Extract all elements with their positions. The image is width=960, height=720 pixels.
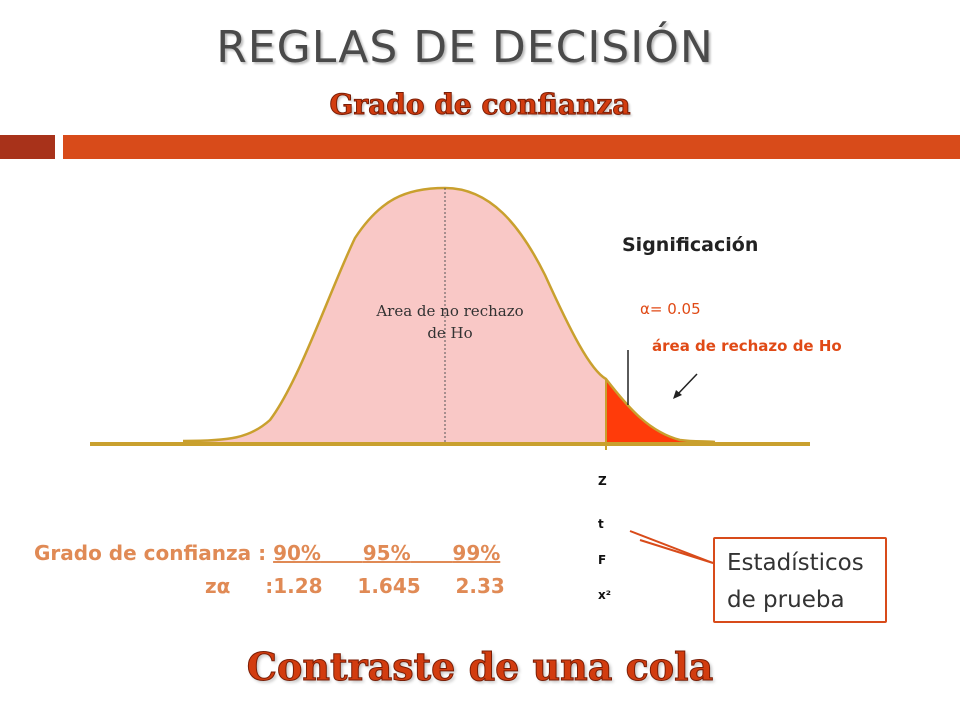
rejection-arrow [675,373,698,397]
slide-title: REGLAS DE DECISIÓN [216,22,714,73]
significance-label: Significación [622,234,759,256]
rejection-arrow-head [673,390,682,399]
normal-curve [182,186,716,444]
z-values-row: zα :1.28 1.645 2.33 [205,574,505,598]
confidence-level-90: 90% [273,541,321,565]
non-rejection-region [183,188,606,442]
non-rejection-label: Area de no rechazo de Ho [376,302,524,342]
z-alpha-label: zα [205,574,231,598]
callout-pointer-2 [639,539,714,564]
stat-t: t [598,517,604,531]
z-value-99: 2.33 [455,574,505,598]
stat-z: Z [598,474,607,488]
footer-title: Contraste de una cola [246,644,714,690]
confidence-levels-row: Grado de confianza : 90% 95% 99% [34,541,500,565]
header-band-accent [0,135,55,159]
slide-subtitle: Grado de confianza [329,88,631,122]
z-value-95: 1.645 [357,574,421,598]
callout-line-1: Estadísticos [727,550,864,576]
z-value-90: 1.28 [273,574,323,598]
stat-f: F [598,553,607,567]
rejection-region [606,379,715,442]
confidence-level-99: 99% [452,541,501,565]
test-statistics-callout: Estadísticos de prueba [713,537,887,623]
confidence-level-95: 95% [362,541,411,565]
confidence-label: Grado de confianza : [34,541,274,565]
callout-line-2: de prueba [727,587,845,613]
alpha-label: α= 0.05 [640,300,701,318]
header-band [63,135,960,159]
stat-chi-square: x² [598,588,611,602]
rejection-area-label: área de rechazo de Ho [652,337,842,355]
z-prefix: : [265,574,274,598]
